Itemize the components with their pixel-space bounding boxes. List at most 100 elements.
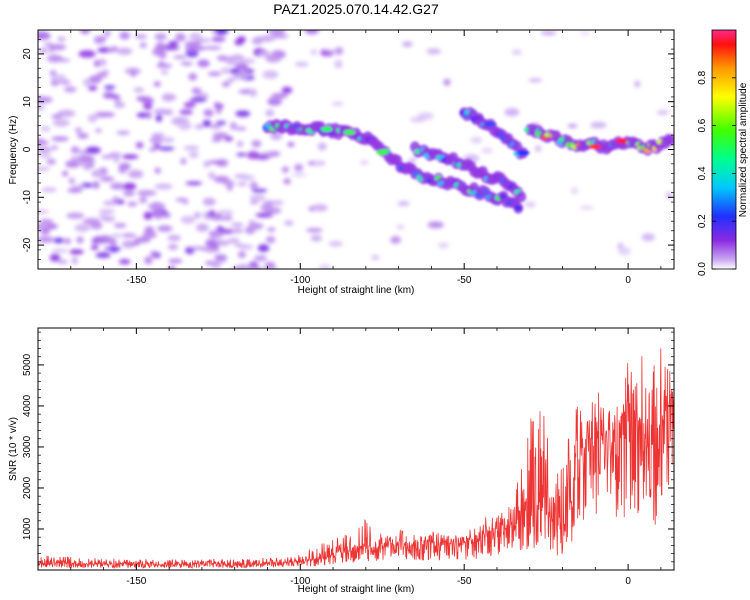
spectrogram-noise-cell [39, 48, 48, 54]
spectrogram-noise-cell [57, 259, 68, 264]
x-tick-label: -150 [126, 275, 146, 286]
spectrogram-noise-cell [123, 182, 137, 191]
snr-background [38, 328, 674, 570]
spectrogram-noise-cell [294, 61, 309, 67]
spectrogram-noise-cell [91, 170, 104, 178]
y-tick-label: 0 [22, 146, 33, 152]
spectrogram-noise-cell [155, 114, 163, 122]
spectrogram-noise-cell [124, 67, 141, 75]
spectrogram-noise-cell [257, 51, 271, 57]
spectrogram-noise-cell [180, 215, 196, 224]
spectrogram-noise-cell [281, 86, 293, 94]
spectrogram-noise-cell [102, 94, 120, 99]
spectrogram-noise-cell [291, 172, 307, 178]
spectrogram-noise-cell [234, 264, 253, 269]
spectrogram-noise-cell [185, 181, 203, 186]
spectrogram-noise-cell [71, 256, 78, 265]
spectrogram-noise-cell [184, 41, 202, 47]
spectrogram-noise-cell [38, 153, 52, 159]
spectrogram-noise-cell [178, 121, 192, 130]
spectrogram-noise-cell [57, 36, 66, 42]
spectrogram-noise-cell [43, 42, 55, 47]
x-tick-label: -100 [290, 275, 310, 286]
spectrogram-noise-cell [265, 55, 281, 63]
colorbar-tick-label: 0.4 [697, 166, 708, 180]
spectrogram-noise-cell [111, 45, 118, 53]
spectrogram-noise-cell [135, 141, 144, 149]
spectrogram-noise-cell [116, 199, 125, 205]
spectrogram-noise-cell [121, 233, 137, 238]
spectrogram-noise-cell [226, 78, 236, 83]
spectrogram-noise-cell [136, 112, 149, 118]
spectrogram-noise-cell [78, 50, 96, 58]
colorbar-frame [711, 29, 737, 270]
spectrogram-noise-cell [153, 108, 169, 115]
spectrogram-noise-cell [116, 47, 133, 55]
spectrogram-noise-cell [51, 136, 69, 142]
spectrogram-noise-cell [118, 162, 131, 170]
spectrogram-noise-cell [69, 249, 84, 255]
spectrogram-noise-cell [168, 265, 176, 269]
spectrogram-noise-cell [134, 34, 148, 39]
spectrogram-noise-cell [145, 111, 152, 120]
spectrogram-noise-cell [208, 171, 216, 180]
spectrogram-noise-cell [57, 109, 76, 118]
spectrogram-noise-cell [540, 30, 557, 35]
spectrogram-noise-cell [197, 59, 210, 68]
spectrogram-noise-cell [202, 119, 212, 128]
spectrogram-noise-cell [244, 226, 256, 235]
spectrogram-noise-cell [111, 233, 123, 238]
spectrogram-noise-cell [220, 67, 230, 74]
spectrogram-noise-cell [121, 154, 139, 160]
spectrogram-noise-cell [122, 190, 135, 197]
spectrogram-noise-cell [38, 209, 50, 214]
spectrogram-noise-cell [47, 54, 62, 63]
y-tick-label: 20 [22, 48, 33, 60]
spectrogram-noise-cell [100, 176, 115, 182]
spectrogram-noise-cell [143, 211, 153, 220]
spectrogram-noise-cell [77, 132, 89, 139]
spectrogram-noise-cell [281, 166, 289, 173]
spectrogram-noise-cell [113, 154, 120, 163]
spectrogram-noise-cell [80, 183, 94, 188]
spectrogram-noise-cell [240, 58, 256, 64]
spectrogram-noise-cell [92, 181, 100, 189]
y-tick-label: 3000 [22, 435, 33, 458]
spectrogram-noise-cell [306, 228, 323, 233]
spectrogram-noise-cell [38, 147, 52, 153]
spectrogram-y-axis-label: Frequency (Hz) [8, 116, 19, 185]
spectrogram-noise-cell [188, 73, 198, 81]
snr-series-line [38, 348, 674, 569]
spectrogram-noise-cell [163, 45, 180, 51]
spectrogram-noise-cell [334, 59, 343, 69]
spectrogram-noise-cell [119, 31, 131, 40]
spectrogram-peak-cell [615, 138, 628, 144]
spectrogram-noise-cell [184, 45, 199, 52]
spectrogram-noise-cell [203, 160, 210, 168]
spectrogram-noise-cell [427, 221, 444, 229]
spectrogram-noise-cell [46, 158, 56, 165]
spectrogram-noise-cell [238, 89, 249, 94]
spectrogram-noise-cell [76, 236, 84, 244]
spectrogram-noise-cell [77, 155, 95, 162]
spectrogram-noise-cell [90, 222, 103, 230]
spectrogram-noise-cell [211, 138, 222, 142]
y-tick-label: -10 [22, 190, 33, 205]
spectrogram-noise-cell [318, 264, 332, 269]
spectrogram-noise-cell [188, 151, 199, 159]
snr-axes: -150 -100 -50 0 1000 2000 3000 4000 5000 [22, 328, 674, 587]
x-tick-label: -50 [457, 275, 472, 286]
spectrogram-noise-cell [360, 160, 369, 165]
spectrogram-peak-cell [343, 129, 356, 135]
spectrogram-noise-cell [230, 54, 245, 61]
spectrogram-noise-cell [310, 49, 317, 55]
spectrogram-noise-cell [49, 70, 57, 76]
spectrogram-noise-cell [232, 228, 243, 234]
spectrogram-noise-cell [208, 230, 224, 239]
spectrogram-noise-cell [104, 246, 122, 251]
y-tick-label: 5000 [22, 353, 33, 376]
spectrogram-noise-cell [321, 51, 334, 57]
spectrogram-feature-cell [516, 150, 530, 156]
spectrogram-noise-cell [139, 196, 148, 204]
spectrogram-noise-cell [98, 214, 110, 219]
